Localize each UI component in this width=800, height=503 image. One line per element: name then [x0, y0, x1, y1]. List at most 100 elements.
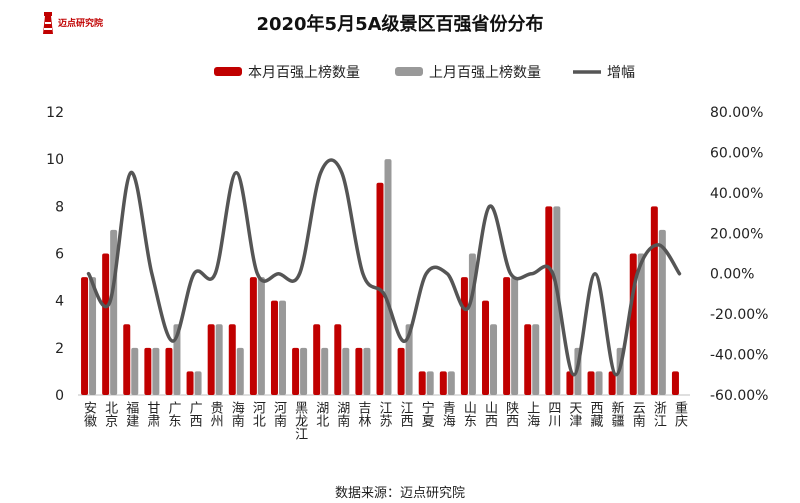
bar-current-month [545, 206, 553, 395]
bar-current-month [249, 277, 257, 395]
bar-current-month [123, 324, 131, 395]
y-left-tick-label: 2 [55, 341, 64, 357]
bar-current-month [165, 347, 173, 395]
bar-previous-month [236, 347, 244, 395]
bar-current-month [587, 371, 595, 395]
x-tick-label: 山东 [461, 401, 477, 427]
bar-current-month [355, 347, 363, 395]
bar-previous-month [447, 371, 455, 395]
x-tick-label: 海南 [229, 401, 245, 427]
bar-current-month [144, 347, 152, 395]
y-left-tick-label: 8 [55, 199, 64, 215]
x-tick-label: 湖南 [334, 401, 350, 427]
legend-label: 本月百强上榜数量 [248, 64, 360, 81]
bar-current-month [650, 206, 658, 395]
bar-previous-month [342, 347, 350, 395]
x-tick-label: 陕西 [503, 401, 519, 427]
bar-previous-month [595, 371, 603, 395]
y-right-tick-label: -60.00% [710, 388, 768, 404]
y-right-tick-label: 60.00% [710, 145, 763, 161]
x-tick-label: 西藏 [588, 401, 604, 427]
legend-swatch [395, 67, 423, 76]
bar-current-month [228, 324, 236, 395]
bar-current-month [102, 253, 110, 395]
logo-text: 迈点研究院 [58, 19, 104, 29]
bar-current-month [292, 347, 300, 395]
x-tick-label: 宁夏 [419, 400, 435, 427]
bar-previous-month [257, 277, 265, 395]
legend-label: 上月百强上榜数量 [429, 64, 541, 81]
bar-current-month [608, 371, 616, 395]
bar-previous-month [300, 347, 308, 395]
x-tick-label: 吉林 [355, 401, 371, 427]
x-tick-label: 江苏 [377, 401, 393, 427]
x-tick-label: 河南 [271, 401, 287, 427]
logo [40, 10, 130, 40]
bar-previous-month [363, 347, 371, 395]
bar-current-month [439, 371, 447, 395]
bar-previous-month [89, 277, 97, 395]
bar-previous-month [658, 229, 666, 395]
bar-current-month [207, 324, 215, 395]
bar-previous-month [173, 324, 181, 395]
x-tick-label: 广西 [187, 401, 203, 427]
bar-previous-month [405, 324, 413, 395]
y-left-tick-label: 10 [46, 152, 64, 168]
bar-current-month [503, 277, 511, 395]
bar-previous-month [194, 371, 202, 395]
growth-line [86, 158, 682, 377]
y-right-tick-label: -40.00% [710, 348, 768, 364]
bar-current-month [418, 371, 426, 395]
x-tick-label: 安徽 [81, 401, 97, 427]
bar-previous-month [532, 324, 540, 395]
x-tick-label: 北京 [102, 401, 118, 427]
legend-swatch [214, 67, 242, 76]
bar-previous-month [553, 206, 561, 395]
x-tick-label: 河北 [250, 401, 266, 428]
bar-previous-month [637, 253, 645, 395]
y-right-tick-label: -20.00% [710, 307, 768, 323]
bar-previous-month [384, 159, 392, 395]
legend-label: 增幅 [607, 65, 635, 81]
x-tick-label: 上海 [524, 401, 540, 427]
y-right-tick-label: 0.00% [710, 267, 754, 283]
bar-current-month [566, 371, 574, 395]
x-tick-label: 广东 [165, 401, 181, 427]
bar-previous-month [278, 300, 286, 395]
bar-current-month [313, 324, 321, 395]
x-tick-label: 甘肃 [144, 401, 160, 427]
bar-previous-month [131, 347, 139, 395]
bar-previous-month [152, 347, 160, 395]
y-left-tick-label: 12 [46, 105, 64, 121]
bar-current-month [186, 371, 194, 395]
y-right-tick-label: 80.00% [710, 105, 763, 121]
chart-title: 2020年5月5A级景区百强省份分布 [256, 14, 544, 35]
bar-previous-month [215, 324, 223, 395]
lighthouse-icon [43, 12, 53, 34]
x-tick-label: 福建 [123, 401, 139, 428]
source-note: 数据来源：迈点研究院 [334, 486, 465, 501]
x-tick-label: 天津 [566, 401, 582, 427]
bar-previous-month [511, 277, 519, 395]
y-left-tick-label: 6 [55, 247, 64, 263]
x-tick-label: 青海 [440, 401, 456, 427]
bar-current-month [460, 277, 468, 395]
x-tick-label: 江西 [398, 401, 414, 427]
bar-current-month [81, 277, 89, 395]
x-tick-label: 重庆 [672, 400, 688, 427]
x-tick-label: 四川 [545, 401, 561, 427]
x-tick-label: 山西 [482, 401, 498, 427]
bar-current-month [671, 371, 679, 395]
y-left-tick-label: 0 [55, 388, 64, 404]
bar-current-month [334, 324, 342, 395]
y-right-tick-label: 40.00% [710, 186, 763, 202]
x-tick-label: 新疆 [609, 400, 625, 427]
y-right-tick-label: 20.00% [710, 226, 763, 242]
x-tick-label: 浙江 [651, 401, 667, 427]
x-tick-label: 贵州 [208, 401, 224, 427]
bar-previous-month [426, 371, 434, 395]
bar-current-month [524, 324, 532, 395]
x-tick-label: 云南 [630, 401, 646, 427]
bar-previous-month [321, 347, 329, 395]
